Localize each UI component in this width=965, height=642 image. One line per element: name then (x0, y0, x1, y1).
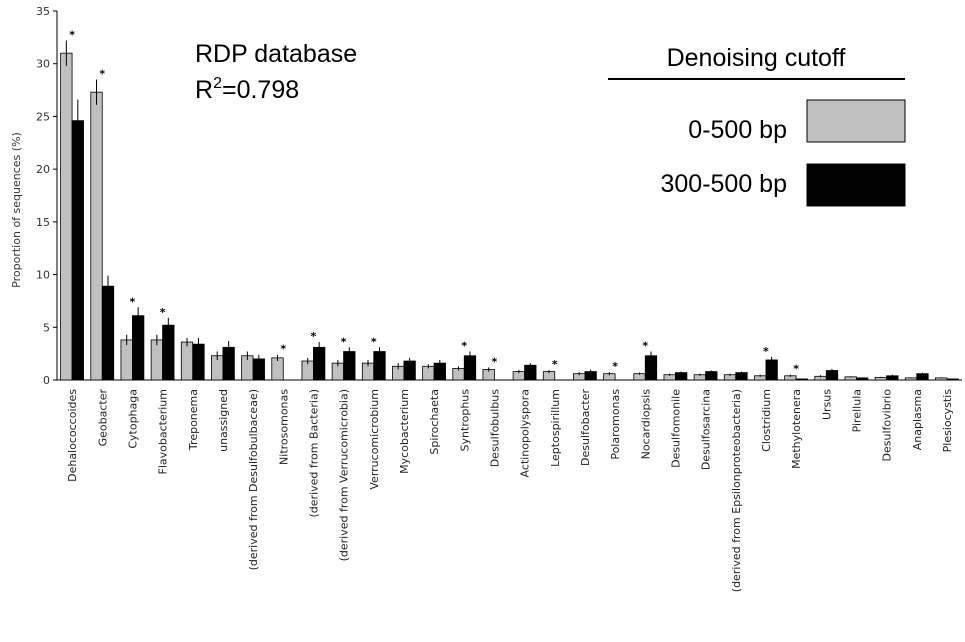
category-label: Polaromonas (609, 389, 622, 460)
r-squared-prefix: R (195, 76, 213, 104)
bar-series-2 (675, 372, 688, 381)
significance-marker: * (311, 330, 317, 343)
category-label: (derived from Desulfobulbaceae) (247, 389, 260, 570)
category-label: (derived from Epsilonproteobacteria) (730, 389, 743, 592)
bar-series-1 (271, 357, 284, 381)
bar-series-1 (120, 339, 133, 381)
category-label: Leptospirillum (549, 389, 562, 467)
bar-series-1 (60, 52, 73, 381)
y-tick-label: 5 (43, 321, 50, 334)
category-label: Desulfobacter (579, 389, 592, 466)
category-label: Flavobacterium (157, 389, 170, 474)
category-label: Geobacter (96, 389, 109, 447)
category-label: Methylotenera (790, 389, 803, 469)
axes: 0 5 10 15 20 25 30 35 (36, 5, 962, 387)
bar-series-2 (524, 364, 537, 381)
bar-series-2 (735, 372, 748, 381)
legend-label-series-2: 300-500 bp (660, 170, 787, 198)
significance-marker: * (160, 306, 166, 319)
bar-series-2 (162, 324, 175, 381)
significance-marker: * (552, 358, 558, 371)
significance-marker: * (612, 360, 618, 373)
category-label: (derived from Verrucomicrobia) (338, 389, 351, 561)
database-annotation: RDP database (195, 40, 357, 68)
category-label: Cytophaga (126, 389, 139, 449)
bar-series-2 (373, 351, 386, 381)
category-label: Desulfovibrio (881, 389, 894, 462)
legend-swatch-series-1 (806, 99, 906, 143)
category-label: Ursus (820, 389, 833, 420)
significance-marker: * (280, 343, 286, 356)
category-label: Desulfomonile (669, 389, 682, 468)
category-label: Desulfosarcina (700, 389, 713, 470)
legend: Denoising cutoff 0-500 bp 300-500 bp (608, 44, 906, 207)
bar-series-2 (132, 315, 145, 381)
bar-series-2 (343, 351, 356, 381)
bar-series-2 (705, 371, 718, 381)
legend-title: Denoising cutoff (667, 44, 846, 72)
significance-marker: * (642, 340, 648, 353)
category-label: Desulfobulbus (488, 389, 501, 468)
significance-marker: * (371, 335, 377, 348)
category-label: Nocardiopsis (639, 389, 652, 460)
category-label: Mycobacterium (398, 389, 411, 474)
category-label: Nitrosomonas (277, 389, 290, 465)
y-tick-label: 35 (36, 5, 50, 18)
category-label: Treponema (187, 389, 200, 451)
y-tick-label: 15 (36, 216, 50, 229)
category-label: Spirochaeta (428, 389, 441, 455)
bar-series-1 (150, 339, 163, 381)
category-label: Actinopolyspora (519, 389, 532, 477)
y-tick-label: 0 (43, 374, 50, 387)
bar-series-2 (101, 285, 115, 381)
significance-marker: * (461, 340, 467, 353)
category-label: Anaplasma (911, 389, 924, 450)
y-tick-label: 10 (36, 269, 50, 282)
r-squared-value: =0.798 (222, 76, 299, 104)
significance-marker: * (99, 68, 105, 81)
category-label: (derived from Bacteria) (307, 389, 320, 518)
significance-marker: * (492, 355, 498, 368)
category-label: Verrucomicrobium (368, 389, 381, 490)
y-tick-label: 25 (36, 110, 50, 123)
r-squared-annotation: R2=0.798 (195, 75, 299, 104)
significance-marker: * (763, 345, 769, 358)
r-squared-superscript: 2 (213, 75, 222, 92)
significance-marker: * (69, 29, 75, 42)
category-labels: Dehalococcoides Geobacter Cytophaga Flavoba… (66, 389, 954, 593)
category-label: Plesiocystis (941, 389, 954, 453)
significance-marker: * (793, 363, 799, 376)
significance-marker: * (130, 295, 136, 308)
y-tick-label: 30 (36, 58, 50, 71)
y-tick-label: 20 (36, 163, 50, 176)
bar-series-2 (71, 120, 84, 381)
category-label: Syntrophus (458, 389, 471, 452)
category-label: Dehalococcoides (66, 389, 79, 482)
significance-marker: * (341, 335, 347, 348)
legend-label-series-1: 0-500 bp (688, 116, 787, 144)
category-label: Clostridium (760, 389, 773, 452)
bars-layer: * * * * * * * * * * * * * * * (60, 29, 959, 381)
legend-swatch-series-2 (806, 163, 906, 207)
bar-series-1 (90, 91, 103, 381)
category-label: unassigned (217, 389, 230, 452)
bar-series-1 (180, 341, 194, 381)
y-axis-label: Proportion of sequences (%) (10, 132, 23, 288)
category-label: Pirellula (850, 389, 863, 432)
